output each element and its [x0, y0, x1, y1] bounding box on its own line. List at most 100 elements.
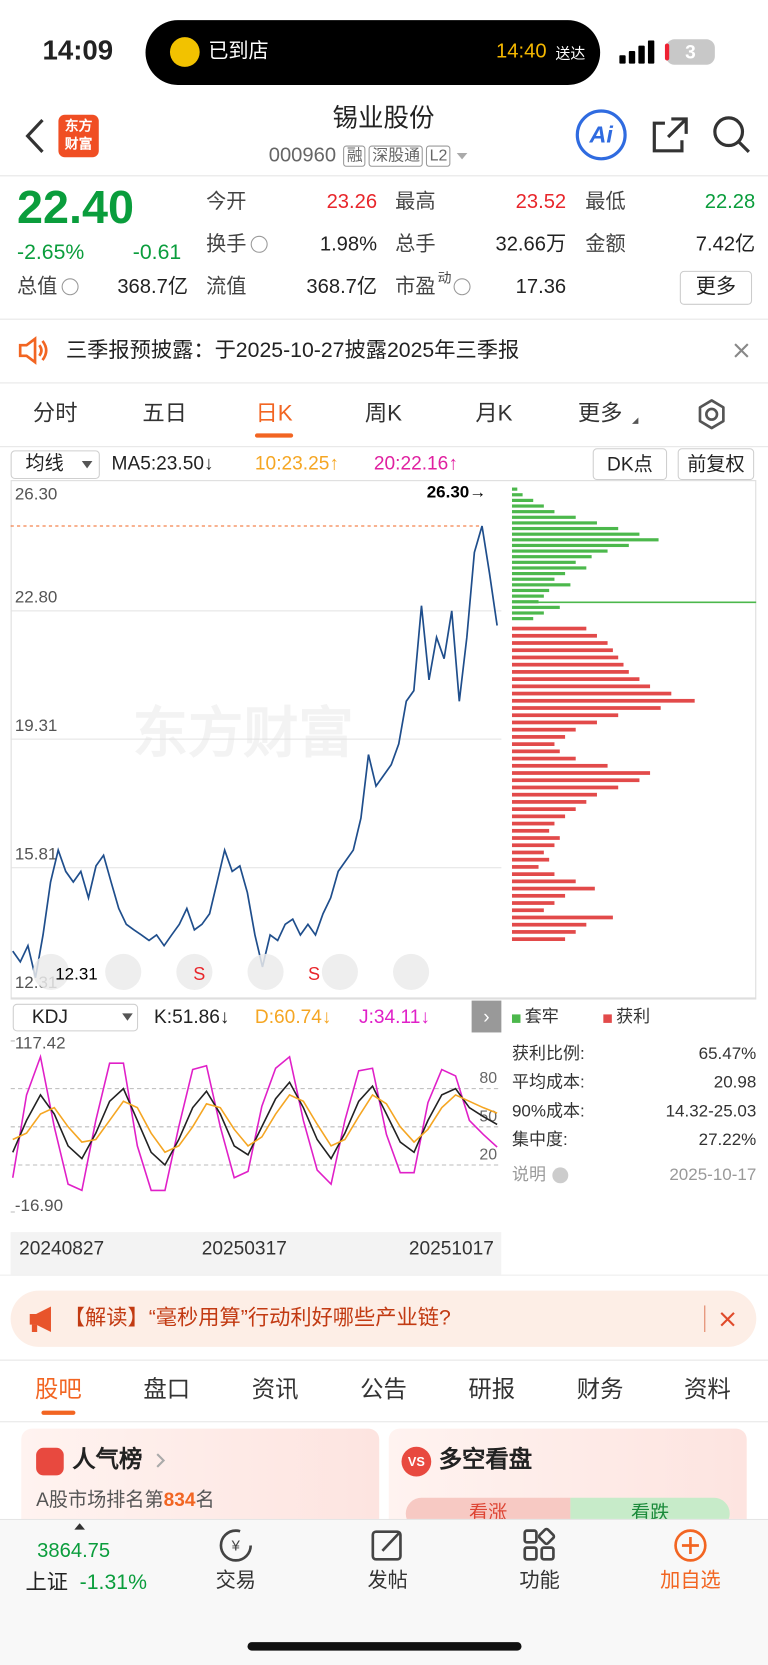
chart-control — [105, 953, 142, 990]
chip-bar — [511, 633, 597, 638]
nav-label[interactable]: 交易 — [215, 1569, 256, 1593]
chip-bar — [511, 577, 555, 581]
stat-value: 14.32-25.03 — [665, 1102, 757, 1121]
index-name[interactable]: 上证 — [25, 1570, 68, 1595]
divider — [0, 1421, 768, 1423]
share-button[interactable] — [650, 115, 690, 155]
field-value: 23.52 — [515, 191, 567, 214]
signal: S — [193, 964, 205, 984]
chip-bar — [511, 749, 560, 754]
chip-bar — [511, 526, 619, 531]
field-label: 总手 — [395, 233, 436, 256]
divider — [0, 1274, 768, 1276]
field-label: 总值 — [16, 276, 58, 299]
period-tab[interactable]: 日K — [255, 401, 293, 426]
trade-icon[interactable]: ¥ — [218, 1527, 254, 1563]
promo-text[interactable]: 【解读】“毫秒用算”行动利好哪些产业链? — [63, 1306, 451, 1330]
vs-icon: VS — [401, 1446, 432, 1477]
x-tick-label: 20240827 — [19, 1237, 105, 1259]
code-line: 000960 融 深股通 L2 — [269, 144, 471, 168]
separator — [704, 1305, 706, 1332]
chip-bar — [511, 617, 534, 621]
kdj-selector[interactable] — [12, 1003, 139, 1032]
megaphone-icon — [29, 1306, 51, 1332]
content-tab[interactable]: 研报 — [468, 1375, 516, 1403]
chip-bar — [511, 821, 555, 826]
field-label: 市盈 — [395, 276, 436, 299]
period-tab[interactable]: 五日 — [142, 401, 187, 426]
promo-banner[interactable] — [10, 1290, 757, 1347]
delivery-icon — [169, 37, 200, 67]
nav-label[interactable]: 加自选 — [660, 1569, 721, 1593]
settings-button[interactable] — [696, 398, 728, 430]
search-button[interactable] — [712, 115, 752, 155]
content-tab[interactable]: 盘口 — [143, 1375, 191, 1403]
chip-bar — [511, 684, 651, 689]
content-tab[interactable]: 公告 — [360, 1375, 407, 1403]
popularity-icon — [36, 1447, 64, 1476]
stat-value: 65.47% — [698, 1045, 757, 1064]
legend-label: 获利 — [616, 1008, 651, 1027]
signal: S — [308, 964, 320, 984]
chip-bar — [511, 915, 613, 920]
info-icon[interactable] — [552, 1167, 569, 1184]
x-tick-label: 20250317 — [201, 1237, 287, 1259]
chip-bar — [511, 655, 619, 660]
back-button[interactable] — [21, 117, 49, 155]
dk-button[interactable]: DK点 — [592, 448, 668, 481]
field-value: 368.7亿 — [117, 276, 189, 299]
last-price: 22.40 — [16, 181, 134, 234]
nav-label[interactable]: 发帖 — [367, 1569, 408, 1593]
stat-label: 说明 — [511, 1166, 546, 1185]
ma-selector[interactable] — [10, 450, 100, 480]
card-title: 人气榜 — [72, 1445, 143, 1473]
divider — [0, 1359, 768, 1361]
period-tab[interactable]: 分时 — [32, 401, 78, 426]
reference-label: 20 — [479, 1147, 497, 1164]
divider — [0, 382, 768, 384]
dropdown-icon[interactable] — [454, 151, 471, 162]
nav-label[interactable]: 功能 — [519, 1569, 560, 1593]
expand-button[interactable]: › — [471, 1000, 502, 1033]
function-icon[interactable] — [522, 1527, 558, 1563]
close-button[interactable] — [733, 342, 750, 359]
info-icon[interactable] — [250, 235, 268, 253]
index-value[interactable]: 3864.75 — [37, 1540, 111, 1563]
chip-bar — [511, 893, 566, 898]
index-change[interactable]: -1.31% — [79, 1570, 147, 1595]
add-icon[interactable] — [672, 1527, 708, 1563]
period-tab[interactable]: 更多 — [577, 401, 623, 426]
post-icon[interactable] — [370, 1527, 406, 1563]
y-tick-label: 19.31 — [15, 716, 58, 735]
ma20: 20:22.16↑ — [373, 452, 458, 474]
panel-bottom — [501, 1232, 757, 1275]
more-button[interactable]: 更多 — [679, 270, 753, 305]
close-button[interactable] — [719, 1311, 736, 1328]
info-icon[interactable] — [61, 278, 79, 296]
chip-bar — [511, 720, 597, 725]
divider — [0, 446, 768, 448]
price-line — [12, 525, 498, 978]
content-tab[interactable]: 股吧 — [35, 1375, 82, 1403]
field-value: 22.28 — [704, 191, 756, 214]
adjust-button[interactable]: 前复权 — [677, 448, 755, 481]
chip-bar — [511, 670, 629, 674]
content-tab[interactable]: 资讯 — [251, 1375, 299, 1403]
chip-bar — [511, 706, 661, 710]
island-time: 14:40 — [496, 40, 547, 63]
high-label: 26.30→ — [427, 482, 486, 501]
stat-label: 90%成本: — [511, 1102, 585, 1121]
period-tab[interactable]: 月K — [475, 401, 513, 426]
ai-button[interactable]: Ai — [575, 109, 627, 161]
chip-bar — [511, 498, 534, 502]
info-icon[interactable] — [453, 278, 471, 296]
chip-bar — [511, 908, 544, 913]
chip-bar — [511, 487, 518, 491]
period-tab[interactable]: 周K — [364, 401, 403, 426]
content-tab[interactable]: 资料 — [684, 1375, 731, 1403]
chip-bar — [511, 756, 576, 761]
content-tab[interactable]: 财务 — [576, 1375, 624, 1403]
popularity-card[interactable] — [21, 1428, 380, 1535]
clock: 14:09 — [42, 33, 114, 66]
